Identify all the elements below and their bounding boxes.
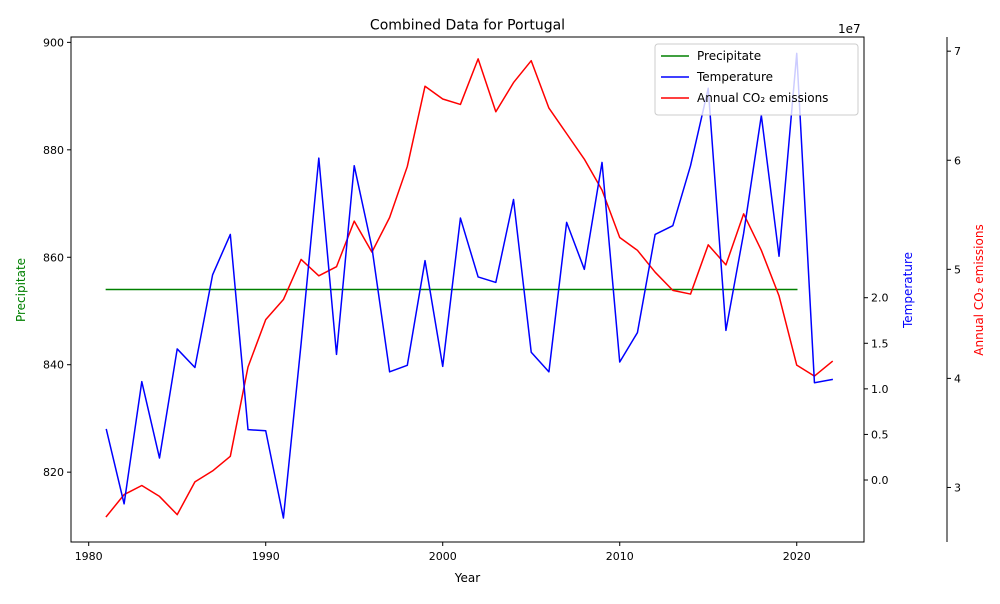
right-2-tick-label: 6 <box>954 154 961 167</box>
legend-label: Annual CO₂ emissions <box>697 91 828 105</box>
right-1-tick-label: 1.5 <box>871 337 889 350</box>
right-1-tick-label: 0.5 <box>871 428 889 441</box>
right-axis-2-label: Annual CO₂ emissions <box>972 224 986 355</box>
x-axis-label: Year <box>454 571 480 585</box>
legend-label: Precipitate <box>697 49 761 63</box>
right-1-tick-label: 1.0 <box>871 383 889 396</box>
right-1-tick-label: 0.0 <box>871 474 889 487</box>
x-tick-label: 2000 <box>429 550 457 563</box>
legend: Precipitate Temperature Annual CO₂ emissio… <box>654 43 859 116</box>
series-line-2 <box>105 52 834 519</box>
plot-frame <box>70 36 865 543</box>
legend-frame <box>654 43 859 116</box>
right-axis-1-offset-label: 1e7 <box>838 22 861 36</box>
left-tick-label: 880 <box>43 144 64 157</box>
legend-label: Temperature <box>696 70 773 84</box>
left-tick-label: 820 <box>43 466 64 479</box>
right-2-tick-label: 7 <box>954 45 961 58</box>
x-tick-label: 1990 <box>252 550 280 563</box>
right-2-tick-label: 4 <box>954 372 961 385</box>
series-line-1 <box>105 58 834 518</box>
series-lines <box>105 52 834 519</box>
left-axis-label: Precipitate <box>14 258 28 322</box>
chart-title: Combined Data for Portugal <box>370 18 565 34</box>
left-tick-label: 900 <box>43 36 64 49</box>
x-tick-label: 1980 <box>75 550 103 563</box>
x-tick-label: 2020 <box>783 550 811 563</box>
right-2-tick-label: 3 <box>954 481 961 494</box>
right-2-tick-label: 5 <box>954 263 961 276</box>
right-axis-1-label: Temperature <box>901 252 915 329</box>
right-1-tick-label: 2.0 <box>871 292 889 305</box>
left-tick-label: 840 <box>43 359 64 372</box>
x-tick-label: 2010 <box>606 550 634 563</box>
left-tick-label: 860 <box>43 251 64 264</box>
